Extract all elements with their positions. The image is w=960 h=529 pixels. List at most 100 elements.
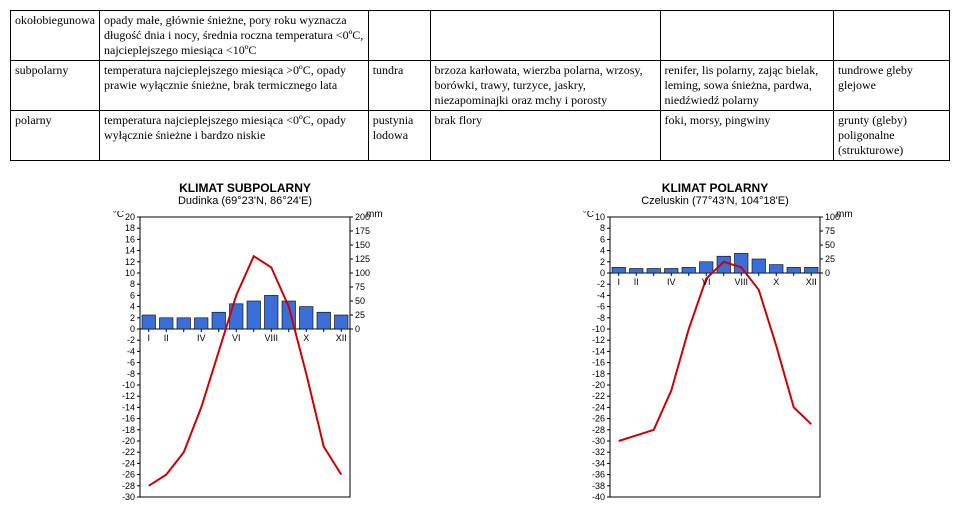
svg-text:-6: -6: [597, 302, 605, 312]
svg-text:-28: -28: [592, 425, 605, 435]
cell-soil: tundrowe gleby glejowe: [833, 61, 949, 111]
svg-text:IV: IV: [197, 333, 206, 343]
svg-text:-16: -16: [122, 414, 135, 424]
svg-text:-6: -6: [127, 358, 135, 368]
table-row: okołobiegunowa opady małe, głównie śnież…: [11, 11, 950, 61]
svg-text:100: 100: [355, 268, 370, 278]
svg-text:IV: IV: [667, 277, 676, 287]
svg-text:75: 75: [825, 226, 835, 236]
svg-text:-30: -30: [592, 436, 605, 446]
cell-fauna: renifer, lis polarny, zając bielak, lemi…: [660, 61, 833, 111]
cell-flora: brak flory: [430, 111, 660, 161]
svg-text:-26: -26: [122, 470, 135, 480]
svg-text:-2: -2: [127, 335, 135, 345]
svg-text:0: 0: [355, 324, 360, 334]
svg-text:I: I: [617, 277, 620, 287]
cell-desc: temperatura najcieplejszego miesiąca <0º…: [100, 111, 369, 161]
svg-text:-30: -30: [122, 492, 135, 502]
svg-text:18: 18: [125, 223, 135, 233]
svg-text:XII: XII: [806, 277, 817, 287]
table-row: polarny temperatura najcieplejszego mies…: [11, 111, 950, 161]
cell-desc: opady małe, głównie śnieżne, pory roku w…: [100, 11, 369, 61]
climograph-polar: KLIMAT POLARNY Czeluskin (77°43'N, 104°1…: [576, 181, 854, 519]
svg-text:-24: -24: [122, 458, 135, 468]
cell-flora: [430, 11, 660, 61]
svg-text:-4: -4: [127, 346, 135, 356]
cell-fauna: [660, 11, 833, 61]
cell-zone: subpolarny: [11, 61, 100, 111]
svg-text:8: 8: [600, 223, 605, 233]
svg-text:-18: -18: [592, 369, 605, 379]
svg-text:-12: -12: [122, 391, 135, 401]
chart-subtitle: Dudinka (69°23'N, 86°24'E): [106, 195, 384, 207]
svg-text:175: 175: [355, 226, 370, 236]
svg-text:10: 10: [595, 212, 605, 222]
svg-text:VI: VI: [232, 333, 241, 343]
cell-form: tundra: [368, 61, 430, 111]
svg-text:50: 50: [825, 240, 835, 250]
svg-text:12: 12: [125, 257, 135, 267]
svg-text:75: 75: [355, 282, 365, 292]
svg-text:-20: -20: [592, 380, 605, 390]
svg-text:125: 125: [355, 254, 370, 264]
svg-text:4: 4: [130, 302, 135, 312]
svg-text:20: 20: [125, 212, 135, 222]
svg-text:X: X: [773, 277, 779, 287]
svg-text:-40: -40: [592, 492, 605, 502]
svg-text:0: 0: [130, 324, 135, 334]
svg-text:25: 25: [825, 254, 835, 264]
table-row: subpolarny temperatura najcieplejszego m…: [11, 61, 950, 111]
climate-table: okołobiegunowa opady małe, głównie śnież…: [10, 10, 950, 161]
svg-text:-10: -10: [122, 380, 135, 390]
svg-text:VI: VI: [702, 277, 711, 287]
svg-text:-12: -12: [592, 335, 605, 345]
chart-svg: 20181614121086420-2-4-6-8-10-12-14-16-18…: [106, 211, 384, 515]
svg-text:150: 150: [355, 240, 370, 250]
svg-text:-4: -4: [597, 290, 605, 300]
svg-text:-18: -18: [122, 425, 135, 435]
chart-title: KLIMAT POLARNY: [576, 181, 854, 195]
svg-text:mm: mm: [836, 211, 853, 220]
svg-text:-10: -10: [592, 324, 605, 334]
cell-zone: polarny: [11, 111, 100, 161]
svg-text:50: 50: [355, 296, 365, 306]
svg-text:0: 0: [600, 268, 605, 278]
chart-title: KLIMAT SUBPOLARNY: [106, 181, 384, 195]
svg-text:14: 14: [125, 246, 135, 256]
cell-soil: [833, 11, 949, 61]
svg-text:16: 16: [125, 234, 135, 244]
svg-text:-16: -16: [592, 358, 605, 368]
svg-text:-32: -32: [592, 447, 605, 457]
svg-text:8: 8: [130, 279, 135, 289]
svg-text:10: 10: [125, 268, 135, 278]
cell-flora: brzoza karłowata, wierzba polarna, wrzos…: [430, 61, 660, 111]
svg-text:6: 6: [600, 234, 605, 244]
svg-text:mm: mm: [366, 211, 383, 220]
svg-text:-8: -8: [597, 313, 605, 323]
chart-subtitle: Czeluskin (77°43'N, 104°18'E): [576, 195, 854, 207]
cell-zone: okołobiegunowa: [11, 11, 100, 61]
svg-text:-28: -28: [122, 481, 135, 491]
svg-text:6: 6: [130, 290, 135, 300]
chart-svg: 1086420-2-4-6-8-10-12-14-16-18-20-22-24-…: [576, 211, 854, 515]
svg-text:25: 25: [355, 310, 365, 320]
svg-text:-36: -36: [592, 470, 605, 480]
svg-text:II: II: [634, 277, 639, 287]
svg-text:°C: °C: [113, 211, 124, 220]
svg-text:-14: -14: [122, 402, 135, 412]
svg-text:2: 2: [130, 313, 135, 323]
svg-text:I: I: [147, 333, 150, 343]
svg-text:-38: -38: [592, 481, 605, 491]
cell-form: [368, 11, 430, 61]
svg-text:2: 2: [600, 257, 605, 267]
svg-text:-24: -24: [592, 402, 605, 412]
svg-text:-26: -26: [592, 414, 605, 424]
svg-text:VIII: VIII: [264, 333, 278, 343]
cell-form: pustynia lodowa: [368, 111, 430, 161]
svg-text:-22: -22: [592, 391, 605, 401]
cell-fauna: foki, morsy, pingwiny: [660, 111, 833, 161]
svg-text:0: 0: [825, 268, 830, 278]
cell-desc: temperatura najcieplejszego miesiąca >0º…: [100, 61, 369, 111]
svg-text:II: II: [164, 333, 169, 343]
svg-text:-8: -8: [127, 369, 135, 379]
